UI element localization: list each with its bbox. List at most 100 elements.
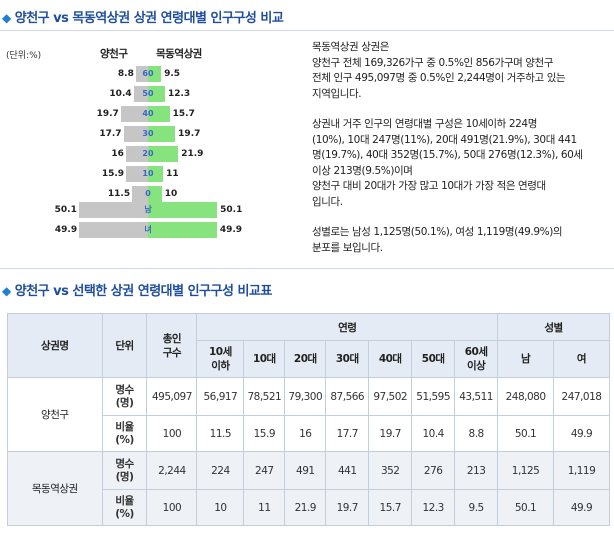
header-age-group: 10대	[243, 340, 286, 378]
ratio-cell: 19.7	[368, 415, 413, 452]
header-age-group: 20대	[284, 340, 327, 378]
header-text: 20대	[293, 353, 317, 365]
unit-text: 명수	[115, 383, 134, 396]
header-text: 이상	[466, 360, 486, 372]
header-text: 30대	[335, 353, 359, 365]
category-label: 남	[144, 205, 152, 214]
count-cell: 491	[284, 451, 327, 490]
right-series-header: 목동역상권	[156, 48, 202, 60]
category-label: 20	[142, 149, 154, 158]
ratio-cell: 16	[284, 415, 327, 452]
ratio-cell: 50.1	[497, 489, 555, 526]
unit-text: 명수	[115, 457, 134, 470]
description-line: 지역입니다.	[312, 87, 362, 100]
header-text: 60세	[464, 346, 488, 358]
header-age: 연령	[196, 313, 499, 341]
divider	[0, 268, 614, 269]
right-value-label: 19.7	[178, 129, 201, 139]
header-text: 40대	[378, 353, 402, 365]
header-total-line1: 총인	[162, 332, 182, 345]
area-name: 양천구	[7, 377, 103, 452]
right-value-label: 49.9	[219, 225, 243, 235]
ratio-cell: 19.7	[325, 489, 370, 526]
unit-label: (단위:%)	[6, 51, 42, 61]
unit-count: 명수 (명)	[101, 451, 148, 490]
description-paragraph: 상권내 거주 인구의 연령대별 구성은 10세이하 224명 (10%), 10대…	[312, 117, 610, 210]
right-bar	[148, 126, 176, 142]
left-value-label: 15.9	[101, 169, 125, 179]
left-bar	[135, 66, 148, 82]
category-label: 30	[142, 129, 154, 138]
description-line: 명(19.7%), 40대 352명(15.7%), 50대 276명(12.3…	[312, 149, 583, 161]
header-text: 10세	[208, 346, 232, 358]
ratio-cell: 12.3	[411, 489, 456, 526]
header-unit: 단위	[101, 313, 148, 378]
right-value-label: 10	[164, 189, 178, 199]
ratio-cell: 10	[196, 489, 245, 526]
ratio-cell: 9.5	[454, 489, 499, 526]
ratio-cell: 17.7	[325, 415, 370, 452]
description-line: 상권내 거주 인구의 연령대별 구성은 10세이하 224명	[312, 118, 537, 130]
header-total-line2: 구수	[162, 346, 182, 359]
right-bar	[148, 86, 165, 102]
category-label: 녀	[144, 225, 152, 234]
left-series-header: 양천구	[100, 48, 128, 60]
category-label: 10	[142, 169, 154, 178]
divider	[0, 30, 614, 31]
category-label: 50	[142, 89, 154, 98]
right-value-label: 15.7	[172, 109, 195, 119]
description-line: 성별로는 남성 1,125명(50.1%), 여성 1,119명(49.9%)의	[312, 226, 563, 238]
description-paragraph: 성별로는 남성 1,125명(50.1%), 여성 1,119명(49.9%)의…	[312, 225, 610, 256]
count-cell: 1,119	[553, 451, 610, 490]
unit-ratio: 비율 (%)	[101, 489, 148, 526]
section-title-text: 양천구 vs 목동역상권 상권 연령대별 인구구성 비교	[14, 11, 284, 26]
left-value-label: 50.1	[54, 205, 77, 215]
description-line: 목동역상권 상권은	[312, 41, 390, 53]
left-bar	[120, 106, 148, 122]
right-value-label: 9.5	[164, 69, 181, 79]
left-value-label: 8.8	[117, 69, 134, 79]
description-line: 분포를 보입니다.	[312, 241, 383, 254]
section-title-text: 양천구 vs 선택한 상권 연령대별 인구구성 비교표	[14, 284, 273, 299]
left-value-label: 19.7	[96, 109, 119, 119]
unit-text: 비율	[115, 420, 134, 433]
count-cell: 43,511	[454, 377, 499, 416]
header-gender-group: 여	[553, 340, 610, 378]
count-cell: 441	[325, 451, 370, 490]
ratio-cell: 10.4	[411, 415, 456, 452]
header-text: 여	[576, 353, 587, 365]
left-bar	[78, 202, 148, 218]
description-line: 양천구 대비 20대가 가장 많고 10대가 가장 적은 연령대	[312, 180, 546, 192]
description-line: 전체 인구 495,097명 중 0.5%인 2,244명이 거주하고 있는	[312, 72, 566, 84]
left-bar	[79, 222, 148, 238]
count-cell: 224	[196, 451, 245, 490]
count-cell: 1,125	[497, 451, 555, 490]
count-cell: 79,300	[284, 377, 327, 416]
right-bar	[148, 166, 164, 182]
count-cell: 2,244	[146, 451, 198, 490]
left-value-label: 11.5	[107, 189, 131, 199]
ratio-cell: 15.9	[243, 415, 286, 452]
description-line: (10%), 10대 247명(11%), 20대 491명(21.9%), 3…	[312, 133, 577, 146]
category-label: 0	[145, 189, 151, 198]
ratio-cell: 100	[146, 415, 198, 452]
header-area: 상권명	[7, 313, 103, 378]
category-label: 40	[142, 109, 154, 118]
header-text: 이하	[211, 360, 230, 372]
right-value-label: 21.9	[181, 149, 204, 159]
left-bar	[132, 186, 148, 202]
left-bar	[123, 126, 148, 142]
left-bar	[125, 146, 148, 162]
header-age-group: 30대	[325, 340, 370, 378]
category-label: 60	[142, 69, 154, 78]
left-value-label: 10.4	[109, 89, 132, 99]
count-cell: 248,080	[497, 377, 555, 416]
right-bar	[148, 146, 179, 162]
count-cell: 495,097	[146, 377, 198, 416]
ratio-cell: 49.9	[553, 489, 610, 526]
comparison-table: 상권명 단위 총인 구수 연령 성별 10세 이하 10대 20대 30대 40대 50대 6…	[7, 313, 610, 526]
right-bar	[148, 222, 217, 238]
count-cell: 97,502	[368, 377, 413, 416]
left-value-label: 17.7	[99, 129, 122, 139]
